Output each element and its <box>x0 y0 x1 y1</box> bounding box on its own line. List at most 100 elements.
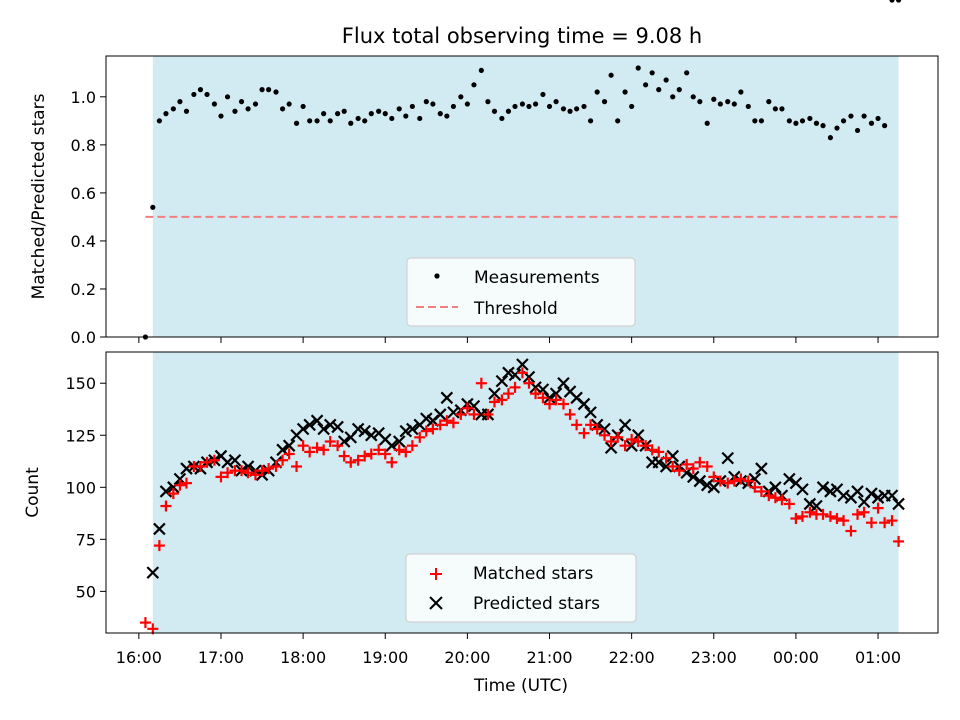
ratio-y-tick-label: 1.0 <box>71 88 96 107</box>
ratio-legend: Measurements Threshold <box>407 258 635 326</box>
measurement-point <box>553 99 558 104</box>
measurement-point <box>705 121 710 126</box>
measurement-point <box>684 70 689 75</box>
measurement-point <box>746 104 751 109</box>
measurement-point <box>410 104 415 109</box>
measurement-point <box>773 106 778 111</box>
measurement-point <box>430 101 435 106</box>
measurement-point <box>766 99 771 104</box>
measurement-point <box>471 82 476 87</box>
measurement-point <box>204 92 209 97</box>
measurement-point <box>191 92 196 97</box>
chart: Flux total observing time = 9.08 h 0.00.… <box>0 0 960 720</box>
measurement-point <box>540 92 545 97</box>
measurement-point <box>157 118 162 123</box>
measurement-point <box>512 104 517 109</box>
measurement-point <box>629 104 634 109</box>
measurement-point <box>615 118 620 123</box>
count-legend: Matched stars Predicted stars <box>406 554 636 622</box>
measurement-point <box>752 118 757 123</box>
x-tick-label: 00:00 <box>773 648 819 667</box>
count-y-label: Count <box>23 467 43 518</box>
measurement-point <box>650 70 655 75</box>
measurement-point <box>280 106 285 111</box>
legend-measurement-marker <box>434 273 439 278</box>
measurement-point <box>861 113 866 118</box>
measurement-point <box>212 101 217 106</box>
measurement-point <box>561 106 566 111</box>
measurement-point <box>266 87 271 92</box>
measurement-point <box>848 113 853 118</box>
measurement-point <box>636 65 641 70</box>
measurement-point <box>697 99 702 104</box>
ratio-y-tick-label: 0.0 <box>71 328 96 347</box>
measurement-point <box>177 99 182 104</box>
x-tick-label: 19:00 <box>362 648 408 667</box>
measurement-point <box>889 0 894 3</box>
ratio-y-ticks: 0.0 0.2 0.4 0.6 0.8 1.0 <box>71 88 106 347</box>
count-panel: 5075100125150 16:00 17:00 18:00 19:00 20:00 2… <box>23 352 938 696</box>
measurement-point <box>369 111 374 116</box>
measurement-point <box>239 99 244 104</box>
measurement-point <box>787 118 792 123</box>
measurement-point <box>588 118 593 123</box>
measurement-point <box>150 205 155 210</box>
measurement-point <box>841 118 846 123</box>
measurement-point <box>828 135 833 140</box>
measurement-point <box>198 87 203 92</box>
measurement-point <box>869 121 874 126</box>
ratio-y-tick-label: 0.6 <box>71 184 96 203</box>
measurement-point <box>301 104 306 109</box>
x-tick-label: 16:00 <box>116 648 162 667</box>
measurement-point <box>567 109 572 114</box>
measurement-point <box>882 123 887 128</box>
measurement-point <box>499 116 504 121</box>
x-tick-label: 01:00 <box>855 648 901 667</box>
count-y-tick-label: 100 <box>65 478 96 497</box>
measurement-point <box>574 106 579 111</box>
measurement-point <box>376 109 381 114</box>
measurement-point <box>718 101 723 106</box>
legend-predicted-label: Predicted stars <box>473 594 600 614</box>
measurement-point <box>389 116 394 121</box>
measurement-point <box>820 123 825 128</box>
measurement-point <box>465 101 470 106</box>
ratio-y-tick-label: 0.8 <box>71 136 96 155</box>
measurement-point <box>342 109 347 114</box>
ratio-panel: 0.00.20.40.60.81.0 Matched/Predicted sta… <box>29 0 938 347</box>
matched-star-point <box>140 617 151 628</box>
measurement-point <box>725 99 730 104</box>
measurement-point <box>307 118 312 123</box>
measurement-point <box>656 87 661 92</box>
measurement-point <box>779 106 784 111</box>
count-y-tick-label: 150 <box>65 374 96 393</box>
measurement-point <box>225 94 230 99</box>
count-y-tick-label: 75 <box>76 530 96 549</box>
measurement-point <box>444 113 449 118</box>
ratio-y-label: Matched/Predicted stars <box>29 93 49 299</box>
measurement-point <box>287 101 292 106</box>
measurement-point <box>458 94 463 99</box>
count-x-ticks: 16:00 17:00 18:00 19:00 20:00 21:00 22:00 23:00… <box>116 633 901 667</box>
x-tick-label: 18:00 <box>280 648 326 667</box>
measurement-point <box>259 87 264 92</box>
measurement-point <box>670 94 675 99</box>
measurement-point <box>609 73 614 78</box>
x-tick-label: 20:00 <box>444 648 490 667</box>
count-y-tick-label: 50 <box>76 582 96 601</box>
measurement-point <box>492 109 497 114</box>
ratio-y-tick-label: 0.2 <box>71 280 96 299</box>
measurement-point <box>335 111 340 116</box>
ratio-x-ticks <box>139 337 878 343</box>
measurement-point <box>622 89 627 94</box>
measurement-point <box>417 116 422 121</box>
measurement-point <box>691 94 696 99</box>
measurement-point <box>875 116 880 121</box>
x-tick-label: 22:00 <box>609 648 655 667</box>
measurement-point <box>294 121 299 126</box>
measurement-point <box>485 99 490 104</box>
measurement-point <box>253 101 258 106</box>
measurement-point <box>328 118 333 123</box>
measurement-point <box>479 68 484 73</box>
measurement-point <box>397 106 402 111</box>
